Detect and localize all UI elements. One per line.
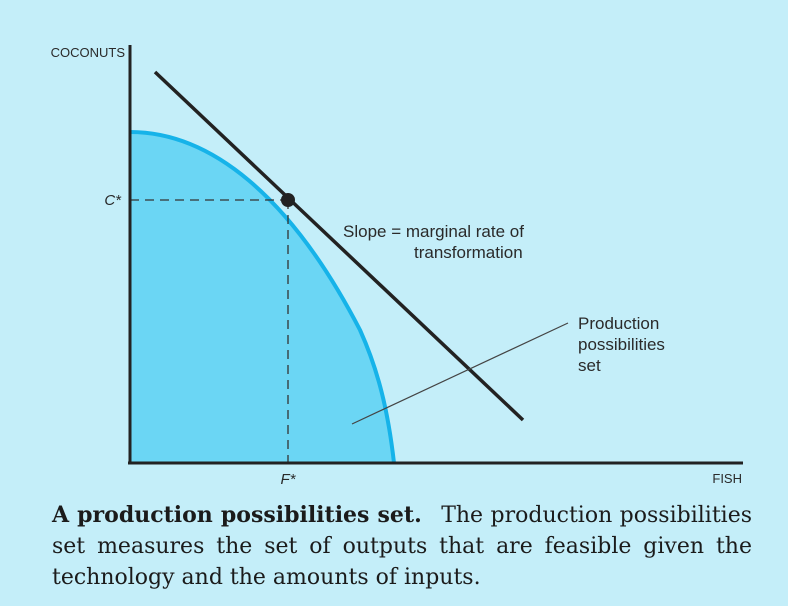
pps-label-line1: Production xyxy=(578,314,659,333)
y-axis-label: COCONUTS xyxy=(51,45,126,60)
x-axis-label: FISH xyxy=(712,471,742,486)
tangency-point xyxy=(281,193,295,207)
caption-body: The production possibilities set measure… xyxy=(52,503,752,590)
f-star-label: F* xyxy=(281,471,297,488)
figure-caption: A production possibilities set. The prod… xyxy=(52,500,752,593)
production-possibilities-diagram: COCONUTS FISH C* F* Slope = marginal rat… xyxy=(51,45,743,488)
pps-label-line3: set xyxy=(578,356,601,375)
pps-pointer-line xyxy=(351,322,569,425)
caption-title: A production possibilities set. xyxy=(52,502,422,528)
slope-label-line2: transformation xyxy=(414,243,523,262)
production-possibilities-region xyxy=(130,132,394,463)
production-possibilities-frontier xyxy=(129,130,396,464)
slope-label-line1: Slope = marginal rate of xyxy=(343,222,524,241)
tangent-line xyxy=(153,70,525,422)
c-star-label: C* xyxy=(104,192,122,209)
pps-label-line2: possibilities xyxy=(578,335,665,354)
